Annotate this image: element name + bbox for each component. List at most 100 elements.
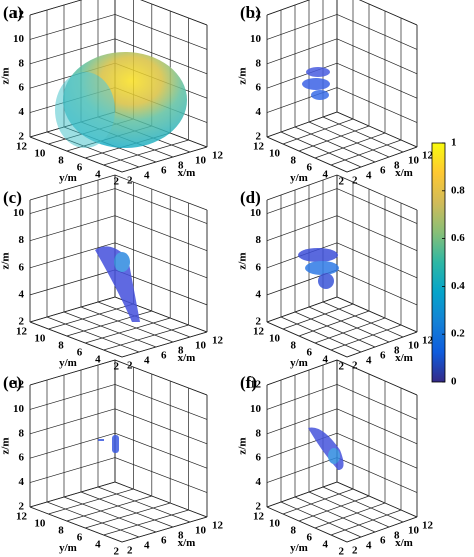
grid-line xyxy=(346,516,418,543)
grid-line xyxy=(336,111,418,148)
grid-line xyxy=(48,303,134,330)
grid-line xyxy=(29,14,116,40)
z-tick-label: 2 xyxy=(256,501,262,513)
y-tick-label: 10 xyxy=(34,148,46,160)
z-axis-title: z/m xyxy=(237,252,249,269)
grid-line xyxy=(266,457,338,483)
plots xyxy=(29,0,418,543)
z-tick-label: 4 xyxy=(256,288,262,300)
y-tick-label: 10 xyxy=(34,333,46,345)
z-tick-label: 2 xyxy=(19,501,25,513)
y-tick-label: 6 xyxy=(77,532,83,544)
grid-line xyxy=(322,301,404,338)
y-tick-label: 4 xyxy=(95,169,101,181)
grid-line xyxy=(336,62,418,99)
iso-surface xyxy=(305,261,339,275)
iso-surface xyxy=(306,67,330,77)
y-tick-label: 4 xyxy=(323,539,329,551)
grid-line xyxy=(46,131,140,168)
grid-line xyxy=(103,509,189,536)
grid-line xyxy=(29,432,116,459)
grid-line xyxy=(336,87,418,123)
grid-line xyxy=(294,311,376,348)
grid-line xyxy=(336,242,418,279)
z-tick-label: 10 xyxy=(250,207,262,219)
grid-line xyxy=(314,317,386,344)
grid-line xyxy=(298,125,370,152)
y-tick-label: 10 xyxy=(269,333,281,345)
grid-line xyxy=(97,301,191,338)
y-tick-label: 10 xyxy=(269,518,281,530)
x-tick-label: 6 xyxy=(161,165,167,177)
x-tick-label: 2 xyxy=(352,360,358,372)
grid-line xyxy=(336,296,418,333)
z-tick-label: 6 xyxy=(19,261,25,273)
y-tick-label: 8 xyxy=(291,525,297,537)
colorbar-tick-label: 0.4 xyxy=(451,280,465,292)
grid-line xyxy=(29,321,123,358)
grid-line xyxy=(114,215,208,251)
z-tick-label: 2 xyxy=(256,316,262,328)
x-tick-label: 8 xyxy=(394,160,400,172)
x-tick-label: 2 xyxy=(127,360,133,372)
z-tick-label: 6 xyxy=(256,452,262,464)
y-tick-label: 12 xyxy=(253,511,265,523)
grid-line xyxy=(266,111,338,138)
grid-line xyxy=(114,38,208,75)
x-tick-label: 12 xyxy=(212,520,224,532)
grid-line xyxy=(80,306,174,343)
z-tick-label: 2 xyxy=(19,316,25,328)
z-tick-label: 12 xyxy=(250,379,262,391)
y-tick-label: 12 xyxy=(253,326,265,338)
grid-line xyxy=(322,486,404,523)
y-tick-label: 8 xyxy=(291,155,297,167)
grid-line xyxy=(114,188,208,224)
x-tick-label: 6 xyxy=(380,165,386,177)
grid-line xyxy=(308,491,390,528)
iso-surface xyxy=(302,78,330,90)
grid-line xyxy=(336,384,418,420)
z-tick-label: 2 xyxy=(19,131,25,143)
grid-line xyxy=(322,116,404,153)
z-tick-label: 4 xyxy=(19,106,25,118)
grid-line xyxy=(266,136,348,173)
grid-line xyxy=(280,316,362,353)
x-tick-label: 6 xyxy=(161,535,167,547)
grid-line xyxy=(330,324,402,351)
y-tick-label: 2 xyxy=(339,361,345,373)
colorbar-tick-label: 1 xyxy=(451,137,457,149)
iso-surface xyxy=(298,248,338,262)
y-tick-label: 10 xyxy=(34,518,46,530)
grid-line xyxy=(266,38,338,65)
iso-surface xyxy=(98,439,104,441)
grid-line xyxy=(330,139,402,166)
x-tick-label: 6 xyxy=(380,535,386,547)
iso-surface xyxy=(114,252,130,272)
grid-line xyxy=(29,242,116,269)
x-tick-label: 4 xyxy=(144,540,150,552)
grid-line xyxy=(114,14,208,50)
z-axis-title: z/m xyxy=(0,252,12,269)
x-tick-label: 4 xyxy=(366,170,372,182)
y-tick-label: 4 xyxy=(95,539,101,551)
z-tick-label: 8 xyxy=(256,427,262,439)
grid-line xyxy=(46,501,140,538)
y-tick-label: 4 xyxy=(323,354,329,366)
x-tick-label: 10 xyxy=(195,340,207,352)
panel-label: (a) xyxy=(3,3,23,22)
grid-line xyxy=(114,242,208,279)
x-tick-label: 4 xyxy=(144,355,150,367)
grid-line xyxy=(266,384,338,410)
grid-line xyxy=(29,215,116,242)
grid-line xyxy=(298,310,370,337)
colorbar-tick-label: 0.6 xyxy=(451,232,465,244)
grid-line xyxy=(29,481,116,508)
z-tick-label: 10 xyxy=(13,403,25,415)
grid-line xyxy=(266,481,338,508)
y-tick-label: 12 xyxy=(16,511,28,523)
colorbar xyxy=(431,142,446,383)
z-tick-label: 4 xyxy=(19,476,25,488)
x-tick-label: 6 xyxy=(161,350,167,362)
